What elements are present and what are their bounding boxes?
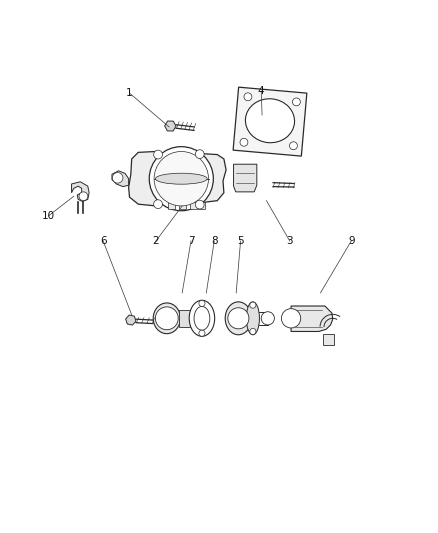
- Text: 5: 5: [237, 236, 244, 246]
- Polygon shape: [233, 164, 256, 192]
- Circle shape: [240, 139, 247, 146]
- Circle shape: [292, 98, 300, 106]
- Circle shape: [244, 93, 251, 101]
- Polygon shape: [128, 151, 226, 206]
- Polygon shape: [179, 310, 189, 327]
- Polygon shape: [290, 306, 332, 332]
- Ellipse shape: [153, 303, 180, 334]
- Circle shape: [281, 309, 300, 328]
- Circle shape: [153, 150, 162, 159]
- Circle shape: [227, 308, 248, 329]
- Circle shape: [261, 312, 274, 325]
- Polygon shape: [322, 334, 333, 345]
- Circle shape: [289, 142, 297, 150]
- Circle shape: [249, 302, 255, 308]
- Ellipse shape: [189, 300, 214, 336]
- Circle shape: [198, 300, 205, 306]
- Ellipse shape: [246, 302, 259, 335]
- Circle shape: [198, 330, 205, 336]
- Circle shape: [154, 151, 208, 206]
- Text: 2: 2: [152, 236, 159, 246]
- Circle shape: [155, 307, 178, 330]
- Polygon shape: [178, 201, 185, 209]
- Circle shape: [195, 150, 204, 158]
- Polygon shape: [233, 87, 306, 156]
- Text: 9: 9: [347, 236, 354, 246]
- Text: 7: 7: [187, 236, 194, 246]
- Circle shape: [153, 200, 162, 208]
- Circle shape: [149, 147, 213, 211]
- Text: 10: 10: [42, 211, 55, 221]
- Polygon shape: [189, 201, 196, 209]
- Ellipse shape: [225, 302, 251, 335]
- Ellipse shape: [245, 99, 294, 143]
- Circle shape: [112, 173, 123, 183]
- Text: 3: 3: [286, 236, 293, 246]
- Polygon shape: [198, 201, 205, 209]
- Ellipse shape: [155, 173, 207, 184]
- Circle shape: [195, 200, 204, 209]
- Polygon shape: [71, 182, 89, 201]
- Ellipse shape: [194, 306, 209, 330]
- Circle shape: [249, 328, 255, 335]
- Text: 8: 8: [210, 236, 217, 246]
- Polygon shape: [167, 201, 174, 209]
- Text: 1: 1: [126, 88, 133, 98]
- Circle shape: [79, 192, 88, 200]
- Text: 6: 6: [99, 236, 106, 246]
- Text: 4: 4: [257, 86, 264, 96]
- Polygon shape: [112, 171, 128, 187]
